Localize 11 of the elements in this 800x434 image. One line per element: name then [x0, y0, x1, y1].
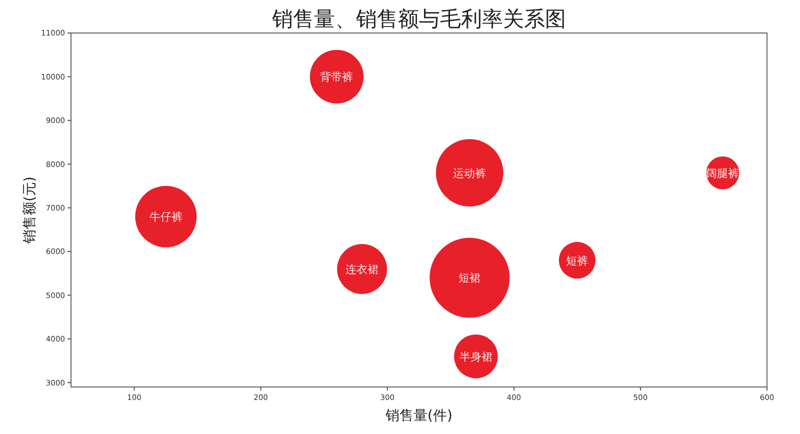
annotation: 运动裤 [453, 166, 486, 180]
annotation: 牛仔裤 [149, 210, 182, 224]
x-axis-title: 销售量(件) [384, 408, 452, 424]
annotation: 阔腿裤 [706, 166, 740, 180]
annotation: 背带裤 [320, 70, 354, 84]
y-axis-title: 销售额(元) [22, 176, 38, 244]
annotation: 短裤 [566, 254, 588, 268]
annotation: 半身裙 [459, 350, 492, 364]
annotation: 连衣裙 [346, 263, 379, 276]
chart-title: 销售量、销售额与毛利率关系图 [271, 7, 566, 31]
annotation: 短裙 [458, 272, 481, 285]
